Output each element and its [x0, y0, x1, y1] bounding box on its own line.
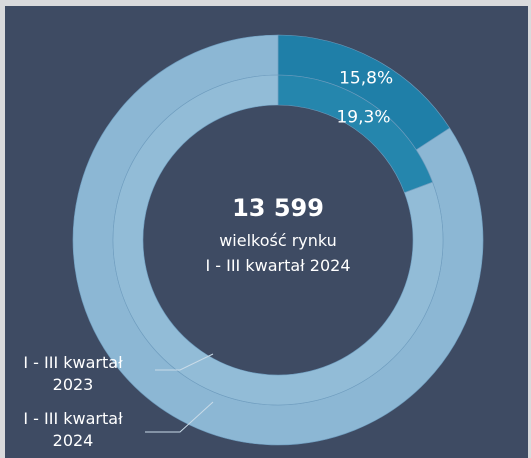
- value-label: 19,3%: [336, 108, 390, 128]
- leader-line: [155, 353, 214, 371]
- donut-segment: [112, 74, 444, 406]
- chart: 15,8% 19,3% 13 599 wielkość rynku I - III kw…: [72, 34, 484, 446]
- legend-label: I - III kwartał 2024: [23, 409, 123, 450]
- value-label: 15,8%: [339, 68, 393, 88]
- center-line: I - III kwartał 2024: [205, 256, 350, 275]
- legend-label: I - III kwartał 2023: [23, 353, 123, 394]
- leader-line: [145, 401, 214, 433]
- center-value: 13 599: [232, 194, 324, 222]
- chart-panel: 15,8% 19,3% 13 599 wielkość rynku I - III kw…: [5, 6, 528, 458]
- center-line: wielkość rynku: [219, 231, 337, 250]
